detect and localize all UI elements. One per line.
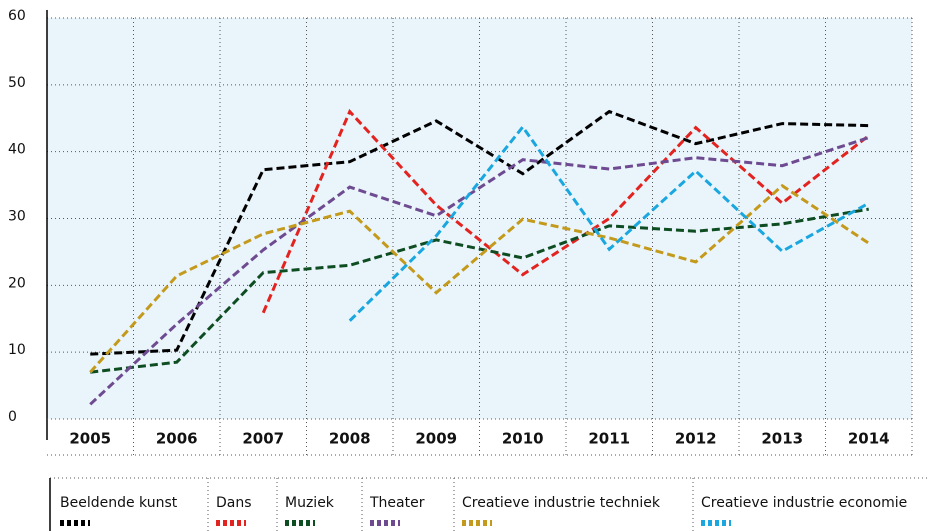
- x-tick-label: 2010: [502, 430, 544, 448]
- x-tick-label: 2014: [848, 430, 890, 448]
- y-tick-label: 30: [8, 209, 26, 225]
- series-line: [90, 207, 870, 374]
- x-tick-label: 2007: [242, 430, 284, 448]
- series-line: [348, 124, 870, 322]
- x-tick-label: 2005: [69, 430, 111, 448]
- legend-label: Dans: [216, 495, 252, 511]
- x-tick-label: 2006: [156, 430, 198, 448]
- series-line: [90, 109, 869, 356]
- x-tick-label: 2011: [588, 430, 630, 448]
- y-tick-label: 40: [8, 142, 26, 158]
- x-tick-label: 2009: [415, 430, 457, 448]
- legend-label: Theater: [369, 495, 425, 511]
- x-tick-label: 2008: [329, 430, 371, 448]
- series-line: [261, 108, 870, 314]
- legend-label: Creatieve industrie economie: [701, 495, 907, 511]
- y-tick-label: 10: [8, 342, 26, 358]
- series-line: [89, 136, 870, 406]
- x-tick-label: 2013: [761, 430, 803, 448]
- legend-label: Creatieve industrie techniek: [462, 495, 661, 511]
- y-tick-label: 50: [8, 75, 26, 91]
- y-tick-label: 60: [8, 8, 26, 24]
- legend-label: Beeldende kunst: [60, 495, 178, 511]
- legend-label: Muziek: [285, 495, 335, 511]
- x-tick-label: 2012: [675, 430, 717, 448]
- series-line: [89, 183, 870, 374]
- y-tick-label: 0: [8, 409, 17, 425]
- y-tick-label: 20: [8, 275, 26, 291]
